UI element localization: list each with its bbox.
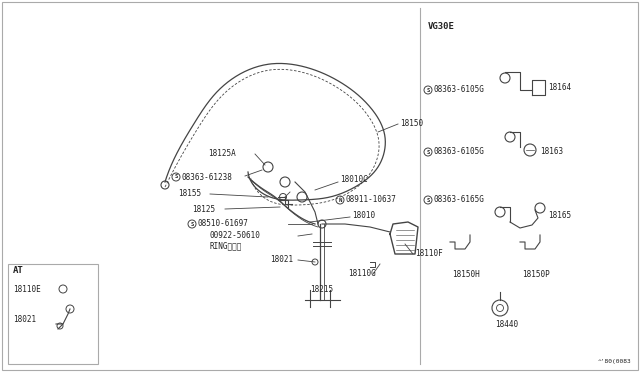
Circle shape — [66, 305, 74, 313]
Text: 18125: 18125 — [192, 205, 215, 214]
Text: 08363-6105G: 08363-6105G — [434, 148, 485, 157]
Text: 18165: 18165 — [548, 211, 571, 219]
Text: 18110E: 18110E — [13, 285, 41, 294]
Circle shape — [57, 323, 63, 329]
Circle shape — [492, 300, 508, 316]
Text: N: N — [339, 198, 342, 202]
Circle shape — [318, 220, 326, 228]
Text: 18164: 18164 — [548, 83, 571, 93]
Circle shape — [280, 193, 287, 201]
Circle shape — [505, 132, 515, 142]
Text: S: S — [190, 221, 194, 227]
Text: 08363-61238: 08363-61238 — [182, 173, 233, 182]
Circle shape — [497, 305, 504, 311]
Text: 18150: 18150 — [400, 119, 423, 128]
Text: S: S — [426, 198, 429, 202]
Text: 18010: 18010 — [352, 211, 375, 219]
Circle shape — [161, 181, 169, 189]
Text: RINGリング: RINGリング — [210, 241, 243, 250]
Circle shape — [524, 144, 536, 156]
Text: 18021: 18021 — [13, 314, 36, 324]
Text: 18440: 18440 — [495, 320, 518, 329]
Circle shape — [535, 203, 545, 213]
Circle shape — [59, 285, 67, 293]
Circle shape — [495, 207, 505, 217]
Text: VG30E: VG30E — [428, 22, 455, 31]
Text: 18215: 18215 — [310, 285, 333, 295]
Circle shape — [263, 162, 273, 172]
Text: AT: AT — [13, 266, 24, 275]
Text: 18110G: 18110G — [348, 269, 376, 279]
Text: 08363-6105G: 08363-6105G — [434, 86, 485, 94]
Text: 08363-6165G: 08363-6165G — [434, 196, 485, 205]
Text: 18021: 18021 — [270, 256, 293, 264]
Text: 08510-61697: 08510-61697 — [198, 219, 249, 228]
Text: ^'80(0083: ^'80(0083 — [598, 359, 632, 364]
Text: 18010C: 18010C — [340, 176, 368, 185]
Text: 18125A: 18125A — [208, 150, 236, 158]
Circle shape — [312, 259, 318, 265]
Text: 18150P: 18150P — [522, 270, 550, 279]
Bar — [8, 264, 98, 364]
Text: 08911-10637: 08911-10637 — [346, 196, 397, 205]
Text: 00922-50610: 00922-50610 — [210, 231, 261, 241]
Text: S: S — [426, 87, 429, 93]
Circle shape — [280, 177, 290, 187]
Text: 18163: 18163 — [540, 148, 563, 157]
Circle shape — [297, 192, 307, 202]
Text: 18110F: 18110F — [415, 250, 443, 259]
Text: S: S — [426, 150, 429, 154]
Text: 18150H: 18150H — [452, 270, 480, 279]
Text: S: S — [174, 174, 178, 180]
Text: 18155: 18155 — [178, 189, 201, 199]
Circle shape — [500, 73, 510, 83]
